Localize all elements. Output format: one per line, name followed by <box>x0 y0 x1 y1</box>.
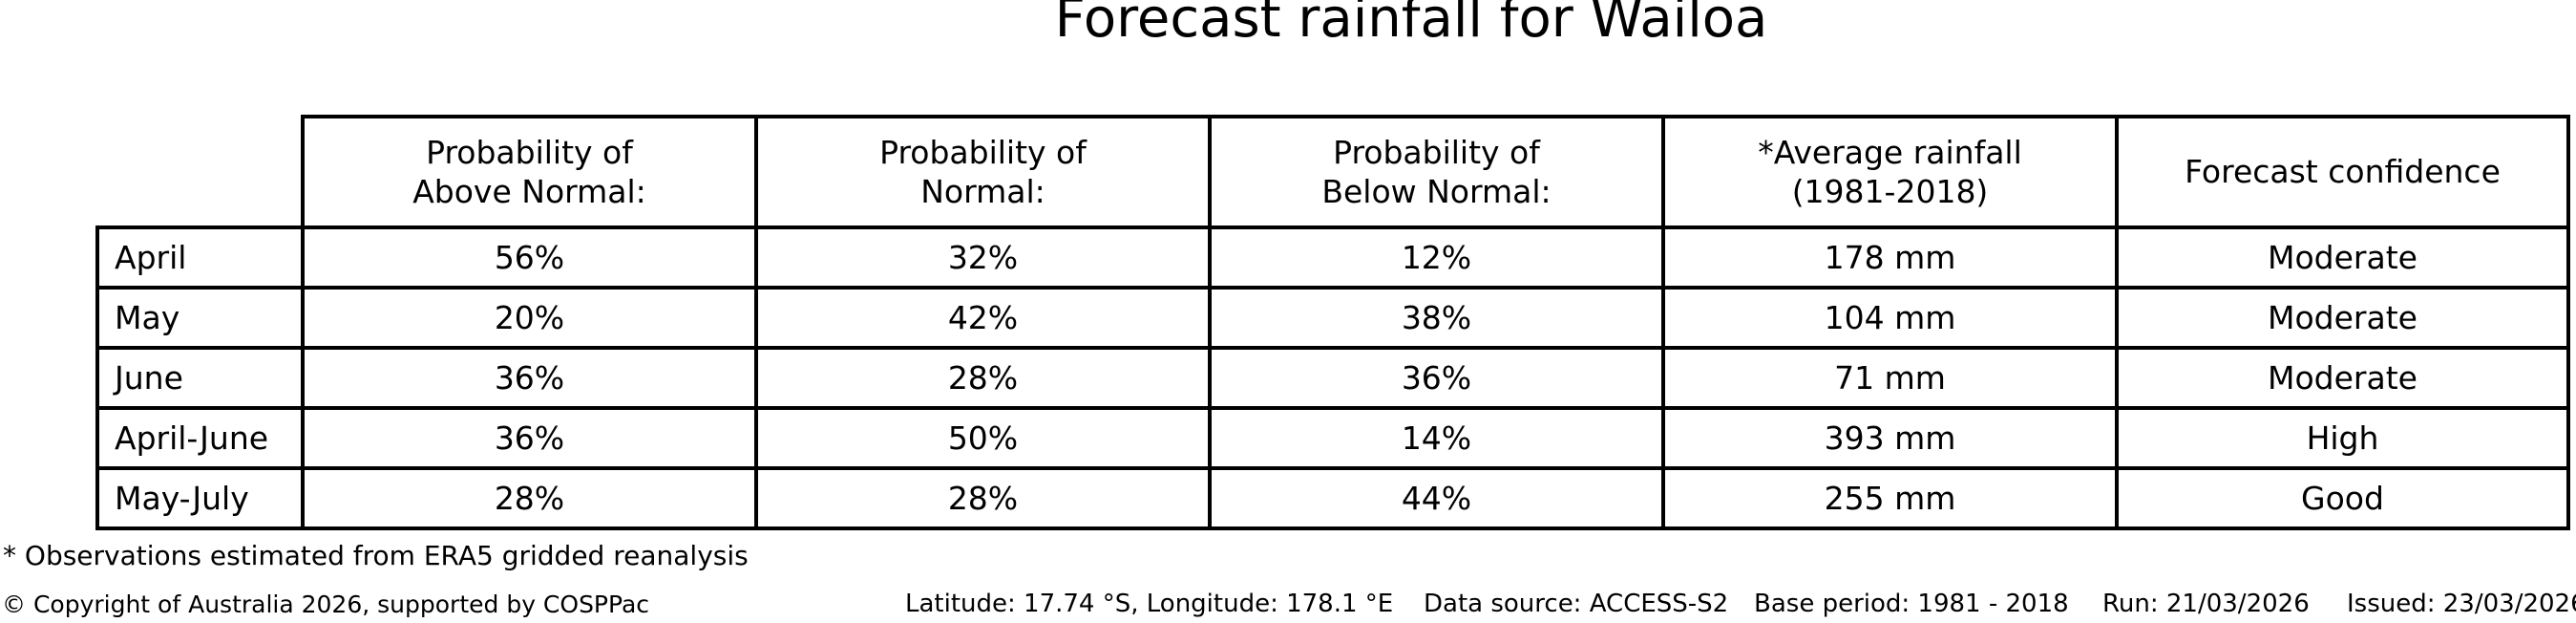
column-header-forecast-confidence: Forecast confidence <box>2115 115 2570 229</box>
page-title: Forecast rainfall for Wailoa <box>1054 0 1768 50</box>
cell-normal: 50% <box>754 406 1212 470</box>
row-label: April <box>95 226 305 290</box>
cell-forecast-confidence: Moderate <box>2115 226 2570 290</box>
cell-below-normal: 44% <box>1208 466 1665 530</box>
row-label: April-June <box>95 406 305 470</box>
meta-data-source: Data source: ACCESS-S2 <box>1424 590 1729 618</box>
cell-forecast-confidence: Good <box>2115 466 2570 530</box>
table-corner-blank-cell <box>97 117 303 227</box>
forecast-table: Probability of Above Normal: Probability… <box>95 115 2570 530</box>
cell-above-normal: 36% <box>301 406 758 470</box>
table-row-may-july: May-July 28% 28% 44% 255 mm Good <box>95 466 2570 530</box>
cell-average-rainfall: 255 mm <box>1661 466 2119 530</box>
row-label: June <box>95 346 305 410</box>
column-header-above-normal: Probability of Above Normal: <box>301 115 758 229</box>
table-header-row: Probability of Above Normal: Probability… <box>97 115 2570 229</box>
cell-forecast-confidence: High <box>2115 406 2570 470</box>
column-header-normal: Probability of Normal: <box>754 115 1212 229</box>
column-header-below-normal: Probability of Below Normal: <box>1208 115 1665 229</box>
cell-below-normal: 36% <box>1208 346 1665 410</box>
cell-forecast-confidence: Moderate <box>2115 346 2570 410</box>
meta-issued-date: Issued: 23/03/2026 <box>2347 590 2576 618</box>
copyright-notice: © Copyright of Australia 2026, supported… <box>2 591 650 618</box>
cell-below-normal: 12% <box>1208 226 1665 290</box>
cell-average-rainfall: 178 mm <box>1661 226 2119 290</box>
cell-average-rainfall: 104 mm <box>1661 286 2119 350</box>
cell-average-rainfall: 393 mm <box>1661 406 2119 470</box>
cell-below-normal: 38% <box>1208 286 1665 350</box>
cell-normal: 28% <box>754 466 1212 530</box>
observations-footnote: * Observations estimated from ERA5 gridd… <box>3 540 749 571</box>
row-label: May <box>95 286 305 350</box>
meta-base-period: Base period: 1981 - 2018 <box>1754 590 2069 618</box>
cell-above-normal: 56% <box>301 226 758 290</box>
column-header-average-rainfall: *Average rainfall (1981-2018) <box>1661 115 2119 229</box>
cell-forecast-confidence: Moderate <box>2115 286 2570 350</box>
cell-average-rainfall: 71 mm <box>1661 346 2119 410</box>
meta-location: Latitude: 17.74 °S, Longitude: 178.1 °E <box>905 590 1394 618</box>
table-row-april-june: April-June 36% 50% 14% 393 mm High <box>95 406 2570 470</box>
row-label: May-July <box>95 466 305 530</box>
cell-normal: 42% <box>754 286 1212 350</box>
table-row-april: April 56% 32% 12% 178 mm Moderate <box>95 226 2570 290</box>
cell-above-normal: 36% <box>301 346 758 410</box>
table-row-may: May 20% 42% 38% 104 mm Moderate <box>95 286 2570 350</box>
cell-normal: 28% <box>754 346 1212 410</box>
cell-normal: 32% <box>754 226 1212 290</box>
cell-above-normal: 28% <box>301 466 758 530</box>
table-row-june: June 36% 28% 36% 71 mm Moderate <box>95 346 2570 410</box>
cell-below-normal: 14% <box>1208 406 1665 470</box>
cell-above-normal: 20% <box>301 286 758 350</box>
meta-run-date: Run: 21/03/2026 <box>2102 590 2310 618</box>
